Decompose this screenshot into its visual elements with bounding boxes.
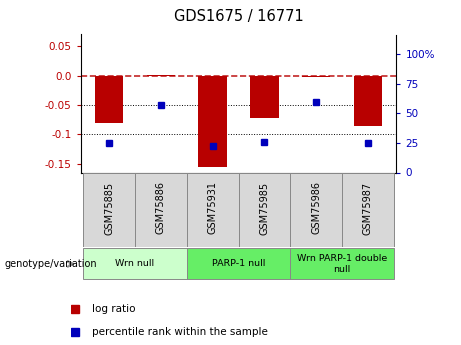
Text: GSM75886: GSM75886	[156, 181, 166, 234]
Bar	[83, 248, 187, 279]
Text: Wrn PARP-1 double
null: Wrn PARP-1 double null	[297, 254, 387, 274]
Text: genotype/variation: genotype/variation	[5, 259, 97, 269]
Bar	[187, 172, 239, 247]
Text: GSM75885: GSM75885	[104, 181, 114, 235]
Bar	[95, 76, 124, 122]
Bar	[342, 172, 394, 247]
Bar	[135, 172, 187, 247]
Text: Wrn null: Wrn null	[115, 259, 154, 268]
Text: GSM75931: GSM75931	[208, 181, 218, 234]
Text: GSM75987: GSM75987	[363, 181, 373, 235]
Text: GSM75986: GSM75986	[311, 181, 321, 234]
Text: PARP-1 null: PARP-1 null	[212, 259, 265, 268]
Bar	[354, 76, 382, 126]
Text: log ratio: log ratio	[92, 304, 135, 314]
Bar	[239, 172, 290, 247]
Text: percentile rank within the sample: percentile rank within the sample	[92, 327, 268, 337]
Text: GDS1675 / 16771: GDS1675 / 16771	[174, 9, 303, 24]
Bar	[83, 172, 135, 247]
Bar	[290, 248, 394, 279]
Bar	[290, 172, 342, 247]
Bar	[147, 75, 175, 76]
Bar	[250, 76, 279, 118]
Bar	[187, 248, 290, 279]
Bar	[302, 76, 331, 77]
Bar	[198, 76, 227, 167]
Text: GSM75985: GSM75985	[260, 181, 269, 235]
